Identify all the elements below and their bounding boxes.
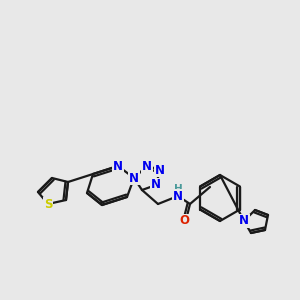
Text: O: O [179,214,189,227]
Text: N: N [173,190,183,202]
Text: N: N [239,214,249,227]
Text: N: N [142,160,152,172]
Text: N: N [129,172,139,184]
Text: H: H [174,184,182,194]
Text: N: N [155,164,165,176]
Text: N: N [151,178,161,191]
Text: S: S [44,197,52,211]
Text: N: N [113,160,123,172]
